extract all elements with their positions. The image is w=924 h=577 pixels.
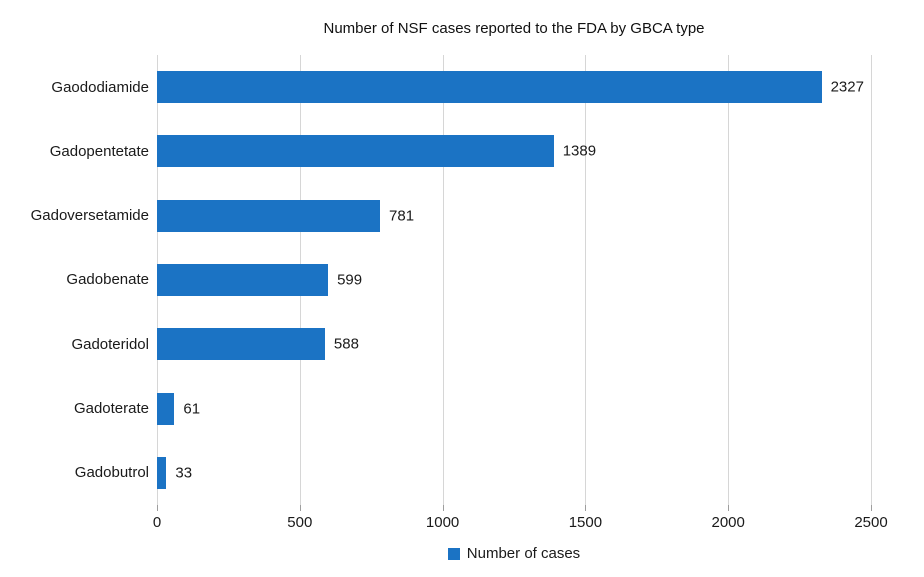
bar-gaododiamide xyxy=(157,71,822,104)
value-label: 1389 xyxy=(562,142,597,160)
chart-title: Number of NSF cases reported to the FDA … xyxy=(323,20,705,37)
x-tick-mark xyxy=(299,505,301,511)
x-tick-label: 0 xyxy=(152,514,162,531)
bar-row: 33 xyxy=(157,441,871,505)
category-label: Gadopentetate xyxy=(49,142,149,160)
bar-gadobenate xyxy=(157,263,329,296)
plot-area: 2327 1389 781 599 588 61 33 xyxy=(157,55,872,505)
x-tick-label: 1000 xyxy=(425,514,460,531)
x-axis: 0 500 1000 1500 2000 2500 xyxy=(153,505,888,535)
x-tick-mark xyxy=(728,505,730,511)
legend-swatch-icon xyxy=(447,547,460,560)
category-label: Gadobenate xyxy=(66,271,149,289)
bar-gadopentetate xyxy=(157,135,554,168)
x-tick-mark xyxy=(585,505,587,511)
x-tick-mark xyxy=(871,505,872,511)
category-label: Gadoversetamide xyxy=(30,207,149,225)
gridline-1500 xyxy=(585,55,587,505)
legend: Number of cases xyxy=(157,545,871,562)
value-label: 2327 xyxy=(830,78,864,96)
category-label: Gadobutrol xyxy=(74,464,149,482)
bar-row: 588 xyxy=(157,312,871,376)
category-label: Gaododiamide xyxy=(51,78,149,96)
bar-row: 599 xyxy=(157,248,871,312)
bar-row: 781 xyxy=(157,184,871,248)
x-tick-label: 2500 xyxy=(854,514,888,531)
x-tick-label: 1500 xyxy=(568,514,603,531)
gridline-2500 xyxy=(871,55,872,505)
value-label: 599 xyxy=(337,271,363,289)
legend-label: Number of cases xyxy=(466,545,581,562)
x-tick-label: 500 xyxy=(287,514,313,531)
bar-gadoversetamide xyxy=(157,199,381,232)
bar-gadoterate xyxy=(157,392,175,425)
bar-row: 1389 xyxy=(157,119,871,183)
x-tick-label: 2000 xyxy=(711,514,745,531)
category-label: Gadoteridol xyxy=(71,335,149,353)
value-label: 588 xyxy=(333,335,359,353)
value-label: 61 xyxy=(183,400,201,418)
bar-row: 2327 xyxy=(157,55,871,119)
bar-row: 61 xyxy=(157,376,871,440)
y-axis-labels: Gaododiamide Gadopentetate Gadoversetamide… xyxy=(0,55,149,505)
bar-gadoteridol xyxy=(157,328,325,361)
bar-gadobutrol xyxy=(157,456,167,489)
gridline-2000 xyxy=(728,55,730,505)
category-label: Gadoterate xyxy=(73,400,149,418)
x-tick-mark xyxy=(157,505,158,511)
x-tick-mark xyxy=(442,505,444,511)
value-label: 33 xyxy=(175,464,193,482)
value-label: 781 xyxy=(389,207,415,225)
gridline-1000 xyxy=(442,55,444,505)
